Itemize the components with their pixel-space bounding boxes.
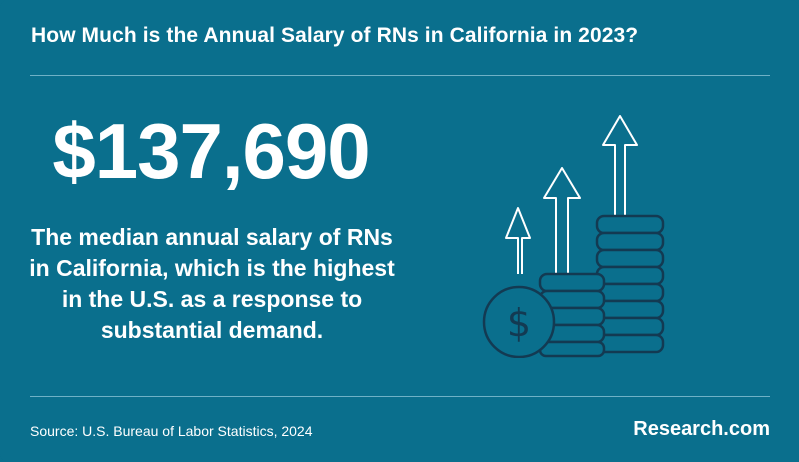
salary-value: $137,690 — [52, 107, 370, 195]
dollar-coin-icon: $ — [482, 285, 556, 358]
page-title: How Much is the Annual Salary of RNs in … — [31, 24, 639, 47]
growth-illustration: $ — [482, 115, 665, 358]
svg-text:$: $ — [507, 301, 531, 345]
top-divider — [30, 75, 770, 76]
brand-logo[interactable]: Research.com — [633, 418, 770, 440]
up-arrow-icon — [505, 115, 638, 274]
bottom-divider — [30, 396, 770, 397]
source-citation: Source: U.S. Bureau of Labor Statistics,… — [30, 423, 313, 439]
coin-stack-icon — [538, 214, 665, 358]
salary-description: The median annual salary of RNs in Calif… — [29, 224, 395, 343]
